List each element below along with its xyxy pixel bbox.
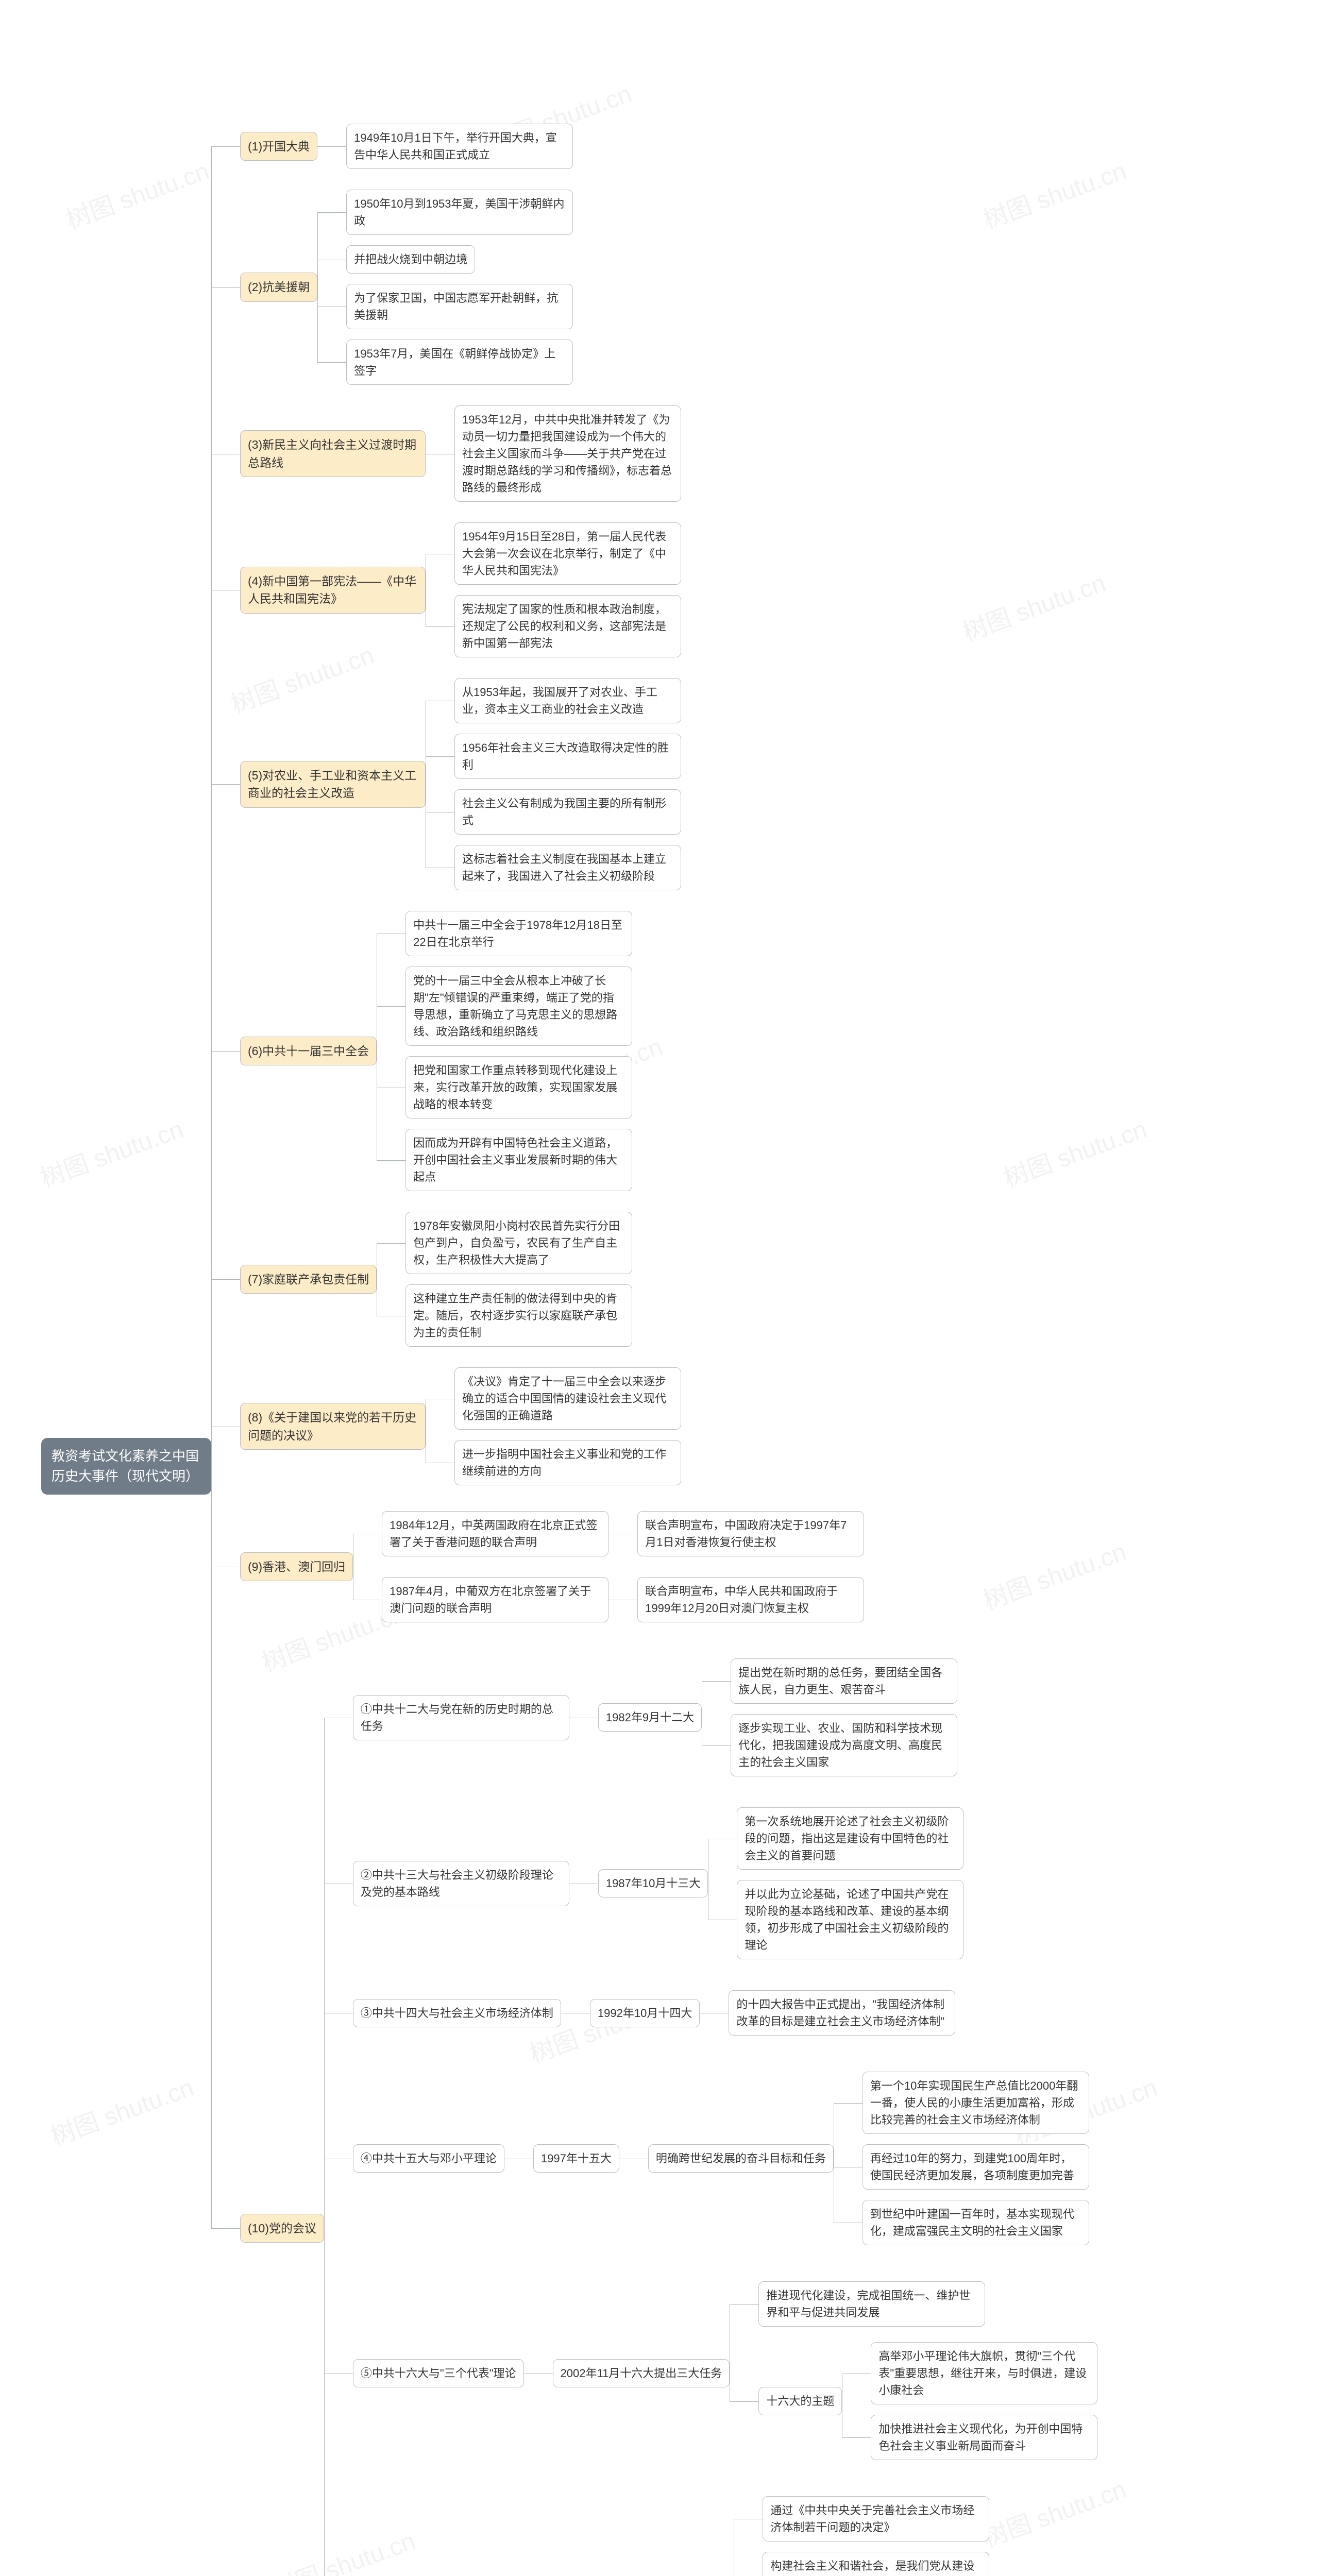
event-9-hk: 1984年12月，中英两国政府在北京正式签署了关于香港问题的联合声明: [382, 1511, 608, 1556]
meeting-14-date: 1992年10月十四大: [590, 1999, 700, 2027]
event-6-c1: 中共十一届三中全会于1978年12月18日至22日在北京举行: [405, 911, 632, 956]
event-8-c2: 进一步指明中国社会主义事业和党的工作继续前进的方向: [454, 1440, 681, 1485]
meeting-13-date: 1987年10月十三大: [598, 1869, 708, 1897]
root-node: 教资考试文化素养之中国历史大事件（现代文明）: [41, 1438, 211, 1495]
meeting-16-t2: 加快推进社会主义现代化，为开创中国特色社会主义事业新局面而奋斗: [871, 2415, 1097, 2460]
meeting-12-date: 1982年9月十二大: [598, 1703, 702, 1732]
meeting-14-d1: 的十四大报告中正式提出，"我国经济体制改革的目标是建立社会主义市场经济体制": [729, 1990, 955, 2036]
meeting-163-d2: 构建社会主义和谐社会，是我们党从建设小康社会、开创中国特色社会主义事业新局面的全…: [763, 2552, 989, 2576]
meeting-16-date: 2002年11月十六大提出三大任务: [553, 2359, 730, 2387]
event-5-c2: 1956年社会主义三大改造取得决定性的胜利: [454, 734, 681, 779]
event-7-c2: 这种建立生产责任制的做法得到中央的肯定。随后，农村逐步实行以家庭联产承包为主的责…: [405, 1284, 632, 1347]
meeting-13-d1: 第一次系统地展开论述了社会主义初级阶段的问题，指出这是建设有中国特色的社会主义的…: [737, 1807, 963, 1870]
event-9-mo-detail: 联合声明宣布，中华人民共和国政府于1999年12月20日对澳门恢复主权: [637, 1577, 864, 1622]
meeting-14: ③中共十四大与社会主义市场经济体制: [353, 1999, 561, 2027]
event-6-c3: 把党和国家工作重点转移到现代化建设上来，实行改革开放的政策，实现国家发展战略的根…: [405, 1056, 632, 1118]
event-2: (2)抗美援朝: [240, 273, 317, 302]
event-1: (1)开国大典: [240, 132, 317, 161]
event-5: (5)对农业、手工业和资本主义工商业的社会主义改造: [240, 761, 426, 808]
meeting-16-theme: 十六大的主题: [758, 2387, 842, 2415]
meeting-12-d1: 提出党在新时期的总任务，要团结全国各族人民，自力更生、艰苦奋斗: [731, 1658, 957, 1704]
meeting-12-d2: 逐步实现工业、农业、国防和科学技术现代化，把我国建设成为高度文明、高度民主的社会…: [731, 1714, 957, 1776]
event-9: (9)香港、澳门回归: [240, 1552, 353, 1582]
event-2-c1: 1950年10月到1953年夏，美国干涉朝鲜内政: [346, 190, 573, 235]
event-8-c1: 《决议》肯定了十一届三中全会以来逐步确立的适合中国国情的建设社会主义现代化强国的…: [454, 1367, 681, 1430]
mindmap-root-container: 教资考试文化素养之中国历史大事件（现代文明） (1)开国大典 1949年10月1…: [0, 0, 1319, 2576]
event-10: (10)党的会议: [240, 2214, 324, 2243]
event-7-c1: 1978年安徽凤阳小岗村农民首先实行分田包产到户，自负盈亏，农民有了生产自主权，…: [405, 1212, 632, 1274]
meeting-15: ④中共十五大与邓小平理论: [353, 2144, 504, 2173]
event-9-hk-detail: 联合声明宣布，中国政府决定于1997年7月1日对香港恢复行使主权: [637, 1511, 864, 1556]
meeting-15-d3: 到世纪中叶建国一百年时，基本实现现代化，建成富强民主文明的社会主义国家: [863, 2200, 1089, 2245]
event-2-c2: 并把战火烧到中朝边境: [346, 245, 475, 274]
meeting-16: ⑤中共十六大与"三个代表"理论: [353, 2359, 524, 2387]
meeting-15-d2: 再经过10年的努力，到建党100周年时，使国民经济更加发展，各项制度更加完善: [863, 2144, 1089, 2190]
event-5-c1: 从1953年起，我国展开了对农业、手工业，资本主义工商业的社会主义改造: [454, 678, 681, 723]
event-7: (7)家庭联产承包责任制: [240, 1265, 377, 1294]
meeting-16-task1: 推进现代化建设，完成祖国统一、维护世界和平与促进共同发展: [758, 2281, 985, 2327]
event-4-c2: 宪法规定了国家的性质和根本政治制度，还规定了公民的权利和义务，这部宪法是新中国第…: [454, 595, 681, 657]
event-9-mo: 1987年4月，中葡双方在北京签署了关于澳门问题的联合声明: [382, 1577, 608, 1622]
meeting-13: ②中共十三大与社会主义初级阶段理论及党的基本路线: [353, 1861, 569, 1906]
event-1-detail: 1949年10月1日下午，举行开国大典，宣告中华人民共和国正式成立: [346, 124, 573, 169]
event-5-c4: 这标志着社会主义制度在我国基本上建立起来了，我国进入了社会主义初级阶段: [454, 845, 681, 890]
meeting-15-d1: 第一个10年实现国民生产总值比2000年翻一番，使人民的小康生活更加富裕，形成比…: [863, 2072, 1089, 2134]
event-4-c1: 1954年9月15日至28日，第一届人民代表大会第一次会议在北京举行，制定了《中…: [454, 522, 681, 585]
meeting-163-d1: 通过《中共中央关于完善社会主义市场经济体制若干问题的决定》: [763, 2496, 989, 2541]
event-6-c4: 因而成为开辟有中国特色社会主义道路，开创中国社会主义事业发展新时期的伟大起点: [405, 1129, 632, 1191]
event-4: (4)新中国第一部宪法——《中华人民共和国宪法》: [240, 567, 426, 614]
event-3: (3)新民主义向社会主义过渡时期总路线: [240, 430, 426, 477]
event-3-c1: 1953年12月，中共中央批准并转发了《为动员一切力量把我国建设成为一个伟大的社…: [454, 405, 681, 502]
event-8: (8)《关于建国以来党的若干历史问题的决议》: [240, 1403, 426, 1450]
meeting-16-t1: 高举邓小平理论伟大旗帜，贯彻"三个代表"重要思想，继往开来，与时俱进，建设小康社…: [871, 2342, 1097, 2404]
meeting-15-task: 明确跨世纪发展的奋斗目标和任务: [648, 2144, 834, 2173]
event-5-c3: 社会主义公有制成为我国主要的所有制形式: [454, 789, 681, 835]
meeting-13-d2: 并以此为立论基础，论述了中国共产党在现阶段的基本路线和改革、建设的基本纲领，初步…: [737, 1880, 963, 1959]
meeting-15-date: 1997年十五大: [533, 2144, 619, 2173]
event-2-c3: 为了保家卫国，中国志愿军开赴朝鲜，抗美援朝: [346, 284, 573, 329]
event-6-c2: 党的十一届三中全会从根本上冲破了长期"左"倾错误的严重束缚，端正了党的指导思想，…: [405, 967, 632, 1046]
event-2-c4: 1953年7月，美国在《朝鲜停战协定》上签字: [346, 340, 573, 385]
event-6: (6)中共十一届三中全会: [240, 1037, 377, 1066]
meeting-12: ①中共十二大与党在新的历史时期的总任务: [353, 1695, 569, 1740]
